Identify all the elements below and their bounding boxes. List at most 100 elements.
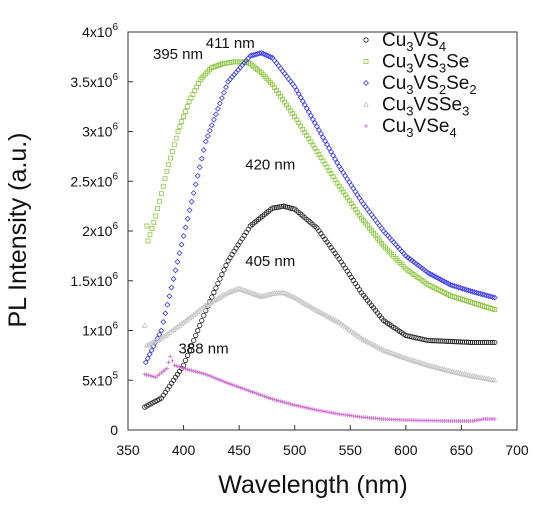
data-point <box>208 122 215 129</box>
data-point <box>209 374 214 379</box>
data-point <box>262 394 267 399</box>
data-point <box>232 286 239 293</box>
data-point <box>223 262 229 268</box>
data-point <box>332 156 339 163</box>
data-point <box>166 293 173 300</box>
data-point <box>356 333 363 340</box>
data-point <box>270 397 275 402</box>
data-point <box>170 148 175 154</box>
data-point <box>148 340 154 346</box>
data-point <box>187 367 192 372</box>
data-point <box>206 300 213 306</box>
data-point <box>356 195 363 201</box>
data-point <box>346 326 353 332</box>
data-point <box>147 232 153 238</box>
data-point <box>312 407 317 412</box>
data-point <box>199 317 205 324</box>
data-point <box>320 134 326 141</box>
data-point <box>368 211 375 218</box>
data-point <box>234 286 241 292</box>
data-point <box>279 203 285 210</box>
data-point <box>210 116 217 123</box>
data-point <box>166 360 171 365</box>
data-point <box>146 351 153 358</box>
x-tick-label: 450 <box>227 442 251 458</box>
data-point <box>209 294 215 300</box>
data-point <box>170 275 177 282</box>
data-point <box>376 222 383 229</box>
data-point <box>183 366 188 371</box>
data-point <box>304 405 309 410</box>
data-point <box>340 322 347 328</box>
data-point <box>219 271 225 278</box>
data-point <box>227 288 233 295</box>
data-point <box>234 384 239 389</box>
data-point <box>318 130 324 137</box>
data-point <box>149 226 155 231</box>
data-point <box>195 327 201 334</box>
y-axis-label: PL Intensity (a.u.) <box>4 133 32 328</box>
data-point <box>491 376 498 383</box>
data-point <box>197 322 203 329</box>
data-point <box>177 364 182 369</box>
data-point <box>190 190 197 196</box>
data-point <box>191 369 196 374</box>
data-point <box>490 339 496 346</box>
data-point <box>362 203 369 210</box>
x-tick-label: 700 <box>505 442 529 458</box>
data-point <box>174 258 181 265</box>
data-point <box>366 209 373 215</box>
data-point <box>179 119 185 124</box>
data-point <box>170 326 177 332</box>
data-point <box>188 313 195 319</box>
data-point <box>298 404 303 409</box>
data-point <box>489 294 496 301</box>
data-point <box>477 290 484 297</box>
data-point <box>277 204 283 210</box>
y-tick-label: 2.5x106 <box>70 171 118 189</box>
data-point <box>146 341 152 347</box>
peak-annotation: 420 nm <box>245 156 295 173</box>
data-point <box>190 311 197 318</box>
peak-annotation: 388 nm <box>179 340 229 357</box>
data-point <box>160 183 166 189</box>
data-point <box>228 381 233 386</box>
data-point <box>268 396 273 401</box>
data-point <box>282 400 287 405</box>
data-point <box>212 111 219 118</box>
data-point <box>196 164 203 171</box>
data-point <box>200 303 207 310</box>
data-point <box>168 155 174 161</box>
data-point <box>176 322 183 328</box>
legend-entry: Cu3VS4 <box>382 30 446 54</box>
data-point <box>189 342 195 349</box>
data-point <box>166 329 173 335</box>
data-point <box>315 127 322 134</box>
data-point <box>225 289 231 295</box>
data-point <box>182 317 189 324</box>
data-point <box>492 339 498 346</box>
data-point <box>168 354 173 359</box>
data-point <box>322 138 328 144</box>
data-point <box>178 241 185 248</box>
data-point <box>142 359 149 366</box>
data-point <box>348 182 355 189</box>
data-point <box>145 238 151 244</box>
data-point <box>156 336 163 342</box>
peak-annotation: 395 nm <box>153 46 203 63</box>
data-point <box>269 205 276 211</box>
data-point <box>201 312 207 319</box>
y-tick-label: 1.5x106 <box>70 271 118 289</box>
legend-marker <box>364 124 368 128</box>
data-point <box>168 284 175 291</box>
y-tick-label: 4x106 <box>82 22 118 40</box>
data-point <box>146 373 151 378</box>
data-point <box>313 123 320 130</box>
data-point <box>483 292 490 299</box>
data-point <box>160 333 167 340</box>
data-point <box>230 287 237 293</box>
data-point <box>216 100 223 107</box>
